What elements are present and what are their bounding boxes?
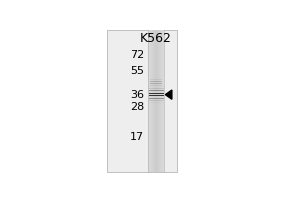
Bar xyxy=(149,30,150,172)
Bar xyxy=(154,30,155,172)
Bar xyxy=(163,30,164,172)
Bar xyxy=(157,30,158,172)
Bar xyxy=(158,30,159,172)
Text: 55: 55 xyxy=(130,66,145,76)
Bar xyxy=(153,30,154,172)
Bar xyxy=(161,30,162,172)
Bar xyxy=(150,77,163,78)
Bar xyxy=(162,30,163,172)
Bar xyxy=(148,30,149,172)
Bar xyxy=(148,90,164,91)
Bar xyxy=(150,85,163,86)
Bar xyxy=(148,93,164,94)
Bar xyxy=(151,30,152,172)
Bar xyxy=(148,30,149,172)
Bar xyxy=(148,102,164,103)
Bar xyxy=(148,85,164,86)
Text: 17: 17 xyxy=(130,132,145,142)
Bar xyxy=(107,30,177,172)
Bar xyxy=(153,30,154,172)
Bar xyxy=(154,30,155,172)
Text: 72: 72 xyxy=(130,50,145,60)
Bar xyxy=(163,30,164,172)
Bar xyxy=(150,83,163,84)
Bar xyxy=(159,30,160,172)
Bar xyxy=(148,100,164,101)
Bar xyxy=(148,95,164,96)
Bar xyxy=(150,87,163,88)
Bar xyxy=(150,30,151,172)
Bar xyxy=(148,98,164,99)
Text: K562: K562 xyxy=(140,32,172,45)
Bar xyxy=(155,30,156,172)
Bar xyxy=(155,30,156,172)
Bar xyxy=(148,103,164,104)
Bar xyxy=(157,30,158,172)
Bar xyxy=(159,30,160,172)
Bar xyxy=(151,30,152,172)
Bar xyxy=(156,30,157,172)
Bar xyxy=(150,81,163,82)
Bar xyxy=(148,88,164,89)
Bar xyxy=(160,30,161,172)
Text: 28: 28 xyxy=(130,102,145,112)
Text: 36: 36 xyxy=(130,90,145,100)
Bar xyxy=(152,30,153,172)
Polygon shape xyxy=(165,90,172,99)
Bar xyxy=(150,79,163,80)
Bar xyxy=(161,30,162,172)
